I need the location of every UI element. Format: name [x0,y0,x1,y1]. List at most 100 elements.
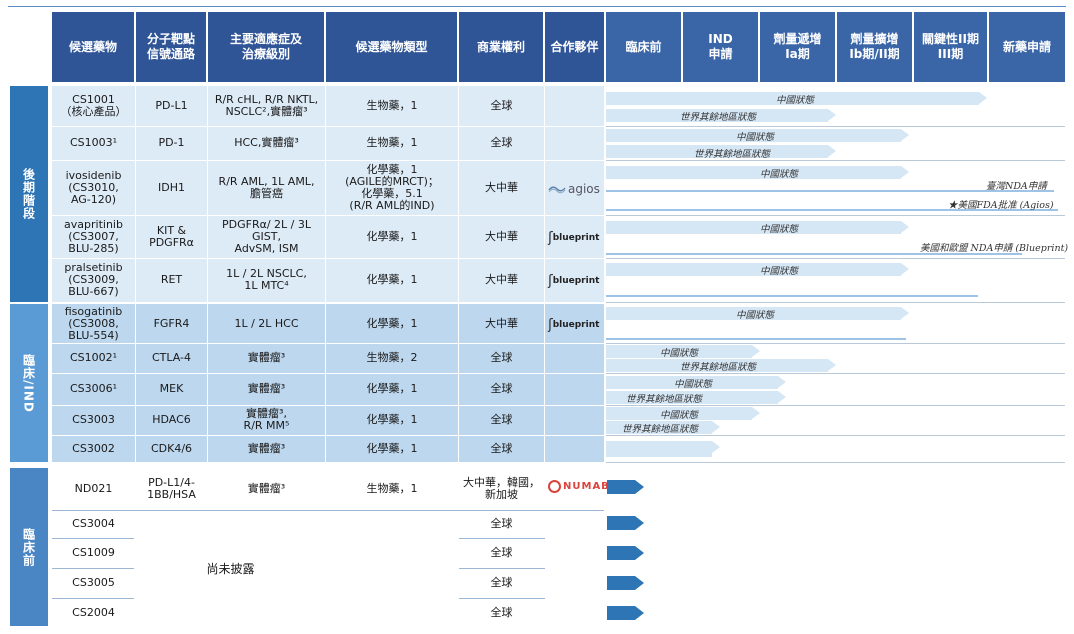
stage-sep [606,435,1065,436]
header-rights: 商業權利 [459,12,543,82]
drug-indication: 1L / 2L HCC [234,316,299,330]
progress-line-taiwan [606,190,1054,192]
late-stage-row-bg [52,86,545,302]
header-partner: 合作夥伴 [545,12,604,82]
header-preclinical: 臨床前 [606,12,681,82]
preclinical-arrow [607,576,644,590]
stage-sep [606,462,1065,463]
col-divider [135,86,136,462]
progress-bar-row [606,109,836,122]
row-divider [459,568,545,569]
drug-name: CS3004 [72,517,115,530]
drug-target: MEK [159,382,184,395]
drug-name: ND021 [74,482,113,495]
commercial-rights: 大中華 [485,180,518,194]
drug-indication: HCC,實體瘤³ [234,136,299,149]
drug-target: FGFR4 [153,316,190,330]
commercial-rights: 大中華 [485,316,518,330]
progress-bar-row [606,391,786,404]
drug-indication: 實體瘤³ [247,382,286,395]
drug-indication: R/R AML, 1L AML, 膽管癌 [218,174,315,200]
stage-sep [606,343,1065,344]
partner-blueprint-logo: ʃ blueprint [548,273,600,289]
drug-indication: R/R cHL, R/R NKTL, NSCLC²,實體瘤³ [214,93,319,118]
row-divider [52,538,134,539]
group-late-stage: 後期階段 [10,86,48,302]
progress-bar-china [606,221,909,234]
row-divider [52,598,134,599]
row-divider [52,510,604,511]
partner-bg-late [545,86,604,302]
drug-target: PD-1 [158,136,185,149]
header-pivotal: 關鍵性II期 III期 [914,12,987,82]
drug-name: CS3002 [72,441,115,455]
col-divider [458,86,459,462]
commercial-rights: 大中華 [485,229,518,243]
row-divider [52,373,604,374]
drug-indication: 實體瘤³ [247,482,286,495]
commercial-rights: 全球 [490,546,513,559]
drug-name: CS3003 [72,413,115,426]
row-divider [52,258,604,259]
progress-line-row [606,338,906,340]
undisclosed-note: 尚未披露 [206,562,255,576]
col-divider [325,86,326,462]
drug-name: CS2004 [72,606,115,619]
commercial-rights: 全球 [490,382,513,395]
commercial-rights: 全球 [490,413,513,426]
status-label-china: 中國狀態 [660,410,699,421]
commercial-rights: 大中華，韓國， 新加坡 [463,476,540,501]
drug-type: 化學藥，1 [366,316,418,330]
drug-target: HDAC6 [152,413,191,426]
agios-mark-icon [548,186,566,194]
status-label-china: 中國狀態 [736,310,775,321]
commercial-rights: 全球 [490,441,513,455]
progress-bar-china [606,407,760,420]
preclinical-arrow [607,606,644,620]
status-label-row: 世界其餘地區狀態 [626,394,703,405]
drug-indication: 1L / 2L NSCLC, 1L MTC⁴ [226,267,307,292]
drug-type: 化學藥，1 (AGILE的MRCT)； 化學藥，5.1 (R/R AML的IND… [345,162,439,212]
row-divider [52,126,604,127]
progress-bar-china [606,345,760,358]
drug-target: PD-L1 [155,99,188,112]
blueprint-mark-icon: ʃ [548,230,553,246]
drug-name: CS1009 [72,546,115,559]
status-label-china: 中國狀態 [736,132,775,143]
drug-target: CTLA-4 [151,351,192,364]
drug-type: 化學藥，1 [366,229,418,243]
drug-type: 化學藥，1 [366,441,418,455]
status-label-taiwan-nda: 臺灣NDA申請 [986,181,1047,192]
header-phase-1a: 劑量遞增 Ia期 [760,12,835,82]
status-label-china: 中國狀態 [760,169,799,180]
drug-target: IDH1 [158,180,185,194]
drug-indication: 實體瘤³, R/R MM⁵ [243,407,290,432]
commercial-rights: 全球 [490,351,513,364]
partner-blueprint-logo: ʃ blueprint [548,317,600,333]
partner-numab-logo: NUMAB [548,480,610,493]
drug-type: 生物藥，1 [366,136,418,149]
progress-bar-china [606,129,909,142]
drug-name: CS3005 [72,576,115,589]
drug-name: CS3006¹ [69,382,118,395]
stage-sep [606,405,1065,406]
top-rule [8,6,1066,7]
drug-name: CS1002¹ [69,351,118,364]
progress-line-fda [606,209,1058,211]
stage-sep [606,373,1065,374]
progress-bar-china [606,263,909,276]
blueprint-mark-icon: ʃ [548,317,553,333]
header-phase-1b-2: 劑量擴增 Ib期/II期 [837,12,912,82]
status-label-china: 中國狀態 [776,95,815,106]
header-type: 候選藥物類型 [326,12,457,82]
drug-name: fisogatinib (CS3008, BLU-554) [64,304,123,342]
progress-line-row [606,295,978,297]
progress-bar-china [606,376,786,389]
progress-bar-china [606,441,720,457]
drug-name: CS1001 （核心產品） [60,93,127,118]
row-divider [52,405,604,406]
commercial-rights: 大中華 [485,273,518,286]
drug-name: ivosidenib (CS3010, AG-120) [65,168,122,206]
drug-target: KIT & PDGFRα [149,223,194,249]
stage-sep [606,215,1065,216]
